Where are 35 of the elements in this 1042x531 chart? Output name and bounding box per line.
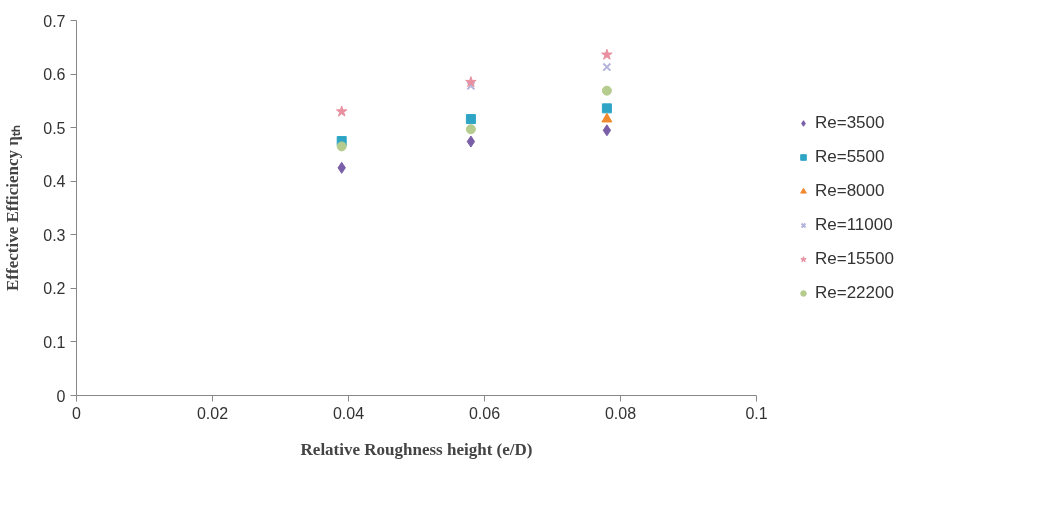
point <box>465 76 477 88</box>
point <box>602 124 612 137</box>
y-tick-label: 0.1 <box>43 333 66 351</box>
x-tick-label: 0.06 <box>468 404 501 422</box>
point <box>602 62 612 72</box>
y-tick-label: 0.4 <box>43 173 66 191</box>
x-axis-title: Relative Roughness height (e/D) <box>300 439 533 459</box>
point <box>465 124 476 135</box>
y-tick-label: 0.2 <box>43 280 66 298</box>
x-tick-label: 0 <box>72 404 82 422</box>
y-tick-label: 0 <box>56 387 66 405</box>
y-tick-label: 0.5 <box>43 119 66 137</box>
legend-label: Re=15500 <box>815 248 894 269</box>
point <box>466 135 476 148</box>
legend-label: Re=22200 <box>815 282 894 303</box>
point <box>601 103 612 114</box>
y-tick-label: 0.7 <box>43 12 66 30</box>
point <box>336 141 347 152</box>
y-tick-label: 0.3 <box>43 226 66 244</box>
legend-label: Re=11000 <box>815 214 893 235</box>
legend-label: Re=5500 <box>815 146 885 167</box>
point <box>601 48 613 60</box>
point <box>335 105 348 117</box>
y-tick-label: 0.6 <box>43 66 66 84</box>
x-tick-label: 0.08 <box>604 404 637 422</box>
point <box>601 85 612 96</box>
legend-label: Re=3500 <box>815 112 885 133</box>
point <box>601 112 613 123</box>
point <box>466 81 476 91</box>
x-tick-label: 0.04 <box>332 404 365 422</box>
x-tick-label: 0.02 <box>196 404 229 422</box>
point <box>465 114 476 125</box>
y-axis-title: Effective Efficiency ηₜₕ <box>3 124 23 292</box>
legend-label: Re=8000 <box>815 180 885 201</box>
x-tick-label: 0.1 <box>745 404 768 422</box>
